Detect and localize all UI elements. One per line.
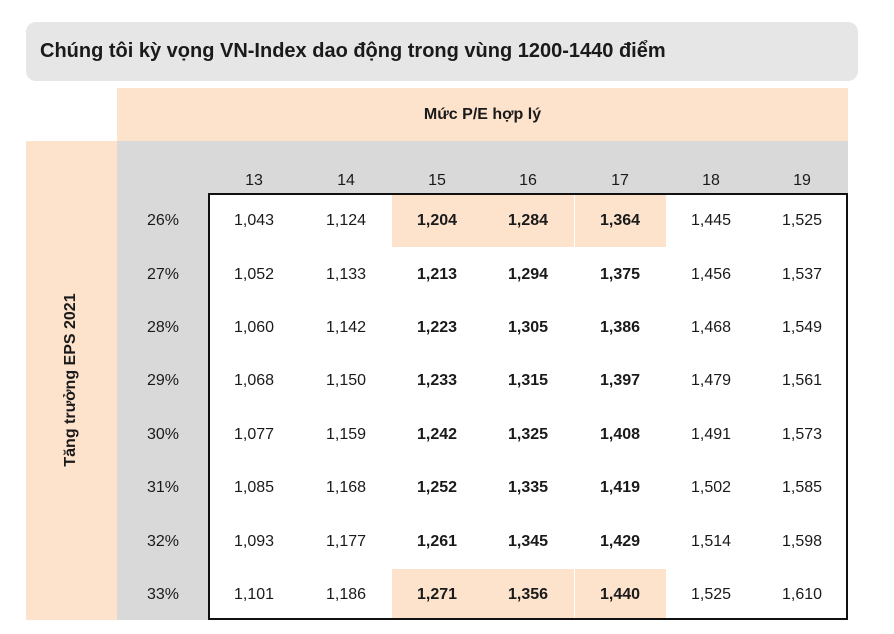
column-header-band: Mức P/E hợp lý [117,88,848,141]
column-header-label: Mức P/E hợp lý [423,106,542,123]
table-cell: 1,168 [325,479,367,496]
table-cell: 1,252 [416,479,458,496]
table-cell: 1,335 [507,479,549,496]
table-cell: 1,429 [599,533,641,550]
table-cell: 1,177 [325,533,367,550]
table-cell: 1,052 [233,266,275,283]
table-cell: 1,491 [690,426,732,443]
table-cell: 1,204 [416,212,458,229]
value-area [208,193,848,620]
table-cell: 1,561 [781,372,823,389]
table-cell: 1,408 [599,426,641,443]
row-header-band: Tăng trưởng EPS 2021 [26,141,117,620]
table-cell: 1,159 [325,426,367,443]
title-bar: Chúng tôi kỳ vọng VN-Index dao động tron… [26,22,858,81]
table-cell: 1,610 [781,586,823,603]
highlight-cell-1 [482,195,574,247]
table-cell: 1,060 [233,319,275,336]
table-cell: 1,093 [233,533,275,550]
column-label-18: 18 [702,172,720,189]
column-label-14: 14 [337,172,355,189]
column-label-15: 15 [428,172,446,189]
table-cell: 1,375 [599,266,641,283]
table-cell: 1,213 [416,266,458,283]
column-label-17: 17 [611,172,629,189]
row-label-26pct: 26% [146,212,180,229]
table-cell: 1,525 [781,212,823,229]
table-cell: 1,537 [781,266,823,283]
table-cell: 1,445 [690,212,732,229]
table-cell: 1,233 [416,372,458,389]
column-label-13: 13 [245,172,263,189]
table-cell: 1,085 [233,479,275,496]
table-cell: 1,456 [690,266,732,283]
table-cell: 1,386 [599,319,641,336]
table-cell: 1,325 [507,426,549,443]
table-cell: 1,305 [507,319,549,336]
highlight-cell-0 [391,195,483,247]
table-cell: 1,440 [599,586,641,603]
column-label-16: 16 [519,172,537,189]
row-label-29pct: 29% [146,372,180,389]
table-cell: 1,345 [507,533,549,550]
table-cell: 1,598 [781,533,823,550]
table-cell: 1,356 [507,586,549,603]
table-cell: 1,150 [325,372,367,389]
column-label-19: 19 [793,172,811,189]
table-cell: 1,468 [690,319,732,336]
highlight-cell-4 [482,569,574,618]
table-cell: 1,242 [416,426,458,443]
row-label-31pct: 31% [146,479,180,496]
table-cell: 1,043 [233,212,275,229]
table-cell: 1,397 [599,372,641,389]
table-cell: 1,419 [599,479,641,496]
row-label-27pct: 27% [146,266,180,283]
table-cell: 1,261 [416,533,458,550]
table-cell: 1,549 [781,319,823,336]
table-cell: 1,284 [507,212,549,229]
table-cell: 1,068 [233,372,275,389]
table-cell: 1,142 [325,319,367,336]
value-frame [208,193,848,620]
highlight-cell-3 [391,569,483,618]
row-label-32pct: 32% [146,533,180,550]
row-label-30pct: 30% [146,426,180,443]
row-label-33pct: 33% [146,586,180,603]
table-cell: 1,364 [599,212,641,229]
table-cell: 1,101 [233,586,275,603]
table-cell: 1,479 [690,372,732,389]
table-cell: 1,294 [507,266,549,283]
highlight-cell-2 [574,195,666,247]
table-cell: 1,223 [416,319,458,336]
table-cell: 1,514 [690,533,732,550]
table-cell: 1,573 [781,426,823,443]
table-cell: 1,133 [325,266,367,283]
table-cell: 1,585 [781,479,823,496]
highlight-cell-5 [574,569,666,618]
table-cell: 1,502 [690,479,732,496]
table-cell: 1,077 [233,426,275,443]
chart-title: Chúng tôi kỳ vọng VN-Index dao động tron… [40,40,666,62]
table-cell: 1,271 [416,586,458,603]
table-cell: 1,525 [690,586,732,603]
row-label-28pct: 28% [146,319,180,336]
table-cell: 1,124 [325,212,367,229]
table-cell: 1,186 [325,586,367,603]
table-cell: 1,315 [507,372,549,389]
row-header-label: Tăng trưởng EPS 2021 [62,293,79,467]
